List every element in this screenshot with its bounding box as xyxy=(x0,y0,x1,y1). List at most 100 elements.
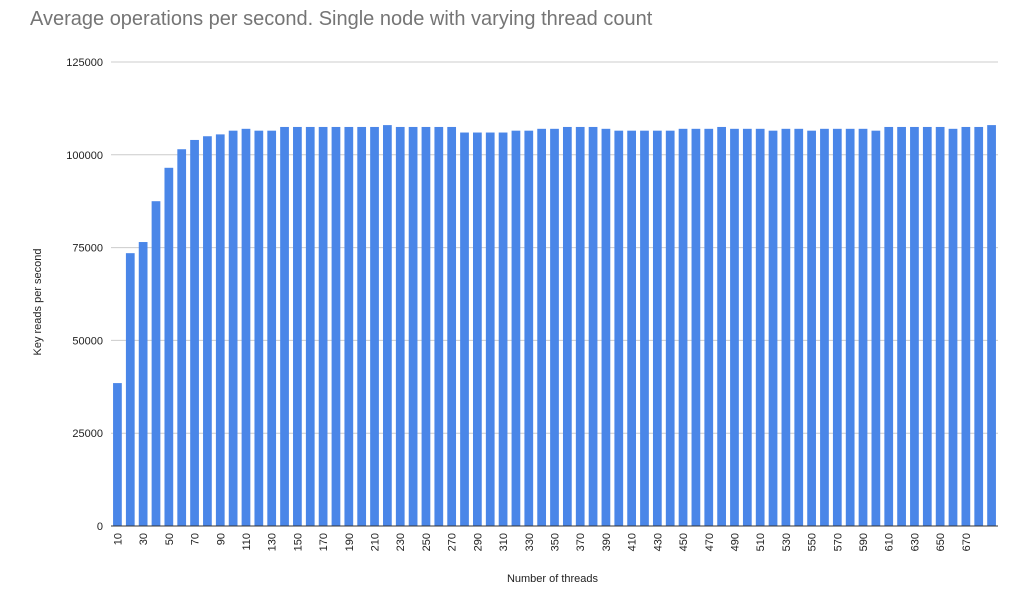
y-tick-label: 0 xyxy=(97,521,103,533)
y-tick-label: 100000 xyxy=(66,150,103,162)
x-tick-label: 190 xyxy=(344,533,356,551)
bar xyxy=(447,126,457,527)
bar xyxy=(588,126,598,527)
x-tick-label: 670 xyxy=(961,533,973,551)
bar xyxy=(421,126,431,527)
bar xyxy=(408,126,418,527)
bar xyxy=(318,126,328,527)
bar xyxy=(627,130,637,526)
bar xyxy=(151,201,161,526)
bar xyxy=(807,130,816,526)
x-tick-label: 390 xyxy=(601,533,613,551)
bar xyxy=(395,126,405,527)
bar xyxy=(652,130,662,526)
x-tick-label: 290 xyxy=(472,533,484,551)
bar xyxy=(383,125,392,526)
bar xyxy=(228,130,238,526)
y-tick-label: 75000 xyxy=(72,243,103,255)
bar xyxy=(537,128,547,527)
x-tick-label: 590 xyxy=(858,533,870,551)
bar xyxy=(434,126,444,527)
bar xyxy=(820,128,829,527)
bar xyxy=(177,149,187,526)
x-tick-label: 450 xyxy=(678,533,690,551)
x-tick-label: 430 xyxy=(652,533,664,551)
x-tick-label: 530 xyxy=(781,533,793,551)
bar xyxy=(961,126,971,527)
x-tick-label: 610 xyxy=(884,533,896,551)
bar xyxy=(974,126,984,527)
y-axis-ticks: 0 25000 50000 75000 100000 125000 xyxy=(66,57,103,533)
bar xyxy=(164,167,174,527)
bar xyxy=(460,132,469,526)
bar xyxy=(704,128,714,527)
bar xyxy=(768,130,778,526)
bar xyxy=(267,130,277,526)
y-tick-label: 25000 xyxy=(72,428,103,440)
x-tick-label: 370 xyxy=(575,533,587,551)
x-tick-label: 350 xyxy=(550,533,562,551)
bar xyxy=(125,253,135,526)
x-tick-label: 470 xyxy=(704,533,716,551)
x-tick-label: 570 xyxy=(832,533,844,551)
bar xyxy=(331,126,341,527)
bar xyxy=(254,130,264,526)
x-tick-label: 310 xyxy=(498,533,510,551)
bar xyxy=(884,126,894,527)
bar xyxy=(472,132,482,526)
y-tick-label: 125000 xyxy=(66,57,103,69)
x-tick-label: 170 xyxy=(318,533,330,551)
bar xyxy=(138,242,148,527)
y-axis-title: Key reads per second xyxy=(32,248,44,355)
bar xyxy=(910,126,919,527)
bar xyxy=(948,128,958,527)
bar xyxy=(203,136,212,527)
y-tick-label: 50000 xyxy=(72,335,103,347)
bar xyxy=(832,128,842,527)
bar xyxy=(755,128,765,527)
x-tick-label: 10 xyxy=(112,533,124,545)
bar xyxy=(524,130,534,526)
bar xyxy=(935,126,945,527)
x-tick-label: 150 xyxy=(292,533,304,551)
bar xyxy=(575,126,585,527)
x-tick-label: 50 xyxy=(164,533,176,545)
bar xyxy=(562,126,572,527)
chart-title: Average operations per second. Single no… xyxy=(30,8,653,30)
bars xyxy=(113,125,996,527)
x-tick-label: 410 xyxy=(627,533,639,551)
bar xyxy=(794,128,804,527)
bar xyxy=(781,128,791,527)
bar xyxy=(293,126,302,527)
x-tick-label: 490 xyxy=(729,533,741,551)
x-tick-label: 90 xyxy=(215,533,227,545)
x-tick-label: 330 xyxy=(524,533,536,551)
bar xyxy=(190,139,199,526)
x-tick-label: 230 xyxy=(395,533,407,551)
bar xyxy=(215,134,225,526)
x-tick-label: 130 xyxy=(267,533,279,551)
bar xyxy=(897,126,906,527)
x-tick-label: 270 xyxy=(447,533,459,551)
bar xyxy=(344,126,354,527)
bar xyxy=(922,126,932,527)
bar xyxy=(113,383,122,526)
bar xyxy=(858,128,868,527)
bar xyxy=(511,130,521,526)
bar xyxy=(730,128,739,527)
bar xyxy=(845,128,855,527)
bar xyxy=(305,126,315,527)
x-tick-label: 630 xyxy=(909,533,921,551)
bar xyxy=(498,132,508,526)
bar xyxy=(241,128,251,527)
x-axis-ticks: 10 30 50 70 90 110 130 150 170 190 210 230 250 270 290… xyxy=(112,533,972,551)
x-tick-label: 550 xyxy=(807,533,819,551)
x-tick-label: 110 xyxy=(241,533,253,551)
bar xyxy=(601,128,611,527)
bar xyxy=(691,128,701,527)
bar xyxy=(280,126,289,527)
bar xyxy=(357,126,367,527)
bar xyxy=(665,130,675,526)
bar xyxy=(550,128,559,527)
bar xyxy=(640,130,649,526)
